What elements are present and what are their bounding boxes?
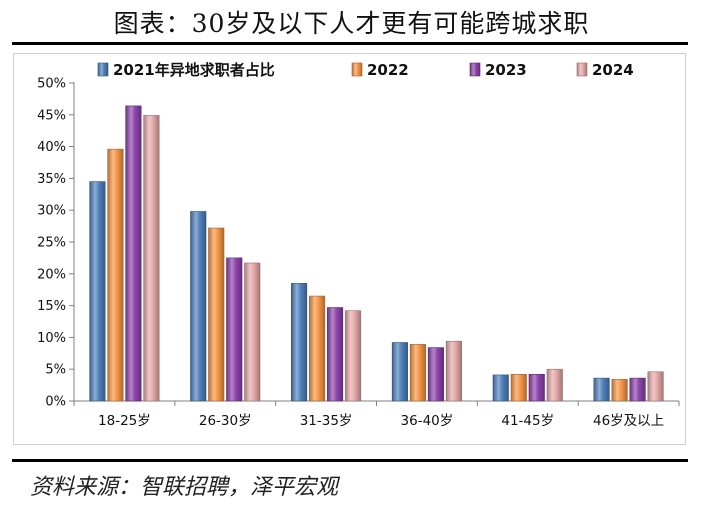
x-tick-label: 41-45岁 — [501, 413, 554, 429]
legend-swatch — [351, 62, 363, 77]
bar — [208, 227, 225, 402]
y-tick-label: 0% — [45, 395, 66, 410]
y-tick-label: 30% — [37, 204, 66, 219]
bar — [409, 344, 426, 402]
legend-label: 2024 — [592, 61, 634, 79]
bar — [89, 181, 106, 402]
y-tick-label: 50% — [37, 77, 66, 92]
legend-label: 2022 — [367, 61, 409, 79]
bar — [445, 340, 462, 402]
chart-frame: 0% 5% 10% 15% 20% 25% 30% 35% 40% 45% 50% 18-25岁 26-… — [13, 53, 686, 445]
bar — [647, 371, 664, 402]
x-tick-label: 31-35岁 — [300, 413, 353, 429]
bar — [593, 377, 610, 402]
x-tick-label: 46岁及以上 — [593, 413, 664, 429]
y-tick-label: 35% — [37, 172, 66, 187]
legend-label: 2021年异地求职者占比 — [113, 61, 275, 79]
x-tick-label: 26-30岁 — [199, 413, 252, 429]
y-tick-label: 20% — [37, 267, 66, 282]
bar — [226, 257, 243, 402]
y-tick-label: 45% — [37, 108, 66, 123]
x-tick-label: 18-25岁 — [98, 413, 151, 429]
y-tick-label: 40% — [37, 140, 66, 155]
bar — [629, 377, 646, 402]
bar — [107, 148, 124, 402]
y-tick-label: 10% — [37, 331, 66, 346]
y-tick-label: 25% — [37, 236, 66, 251]
bar — [125, 105, 142, 402]
chart-axes: 0% 5% 10% 15% 20% 25% 30% 35% 40% 45% 50% 18-25岁 26-… — [37, 77, 680, 429]
bar — [510, 373, 527, 402]
y-tick-label: 15% — [37, 299, 66, 314]
chart-legend: 2021年异地求职者占比 2022 2023 2024 — [97, 61, 634, 79]
bar — [492, 374, 509, 402]
bar — [611, 379, 628, 402]
bar — [546, 368, 563, 402]
x-tick-label: 36-40岁 — [401, 413, 454, 429]
bar — [244, 262, 261, 402]
legend-label: 2023 — [485, 61, 527, 79]
source-note: 资料来源：智联招聘，泽平宏观 — [30, 475, 339, 500]
bar — [190, 211, 207, 402]
bar — [291, 283, 308, 402]
legend-swatch — [576, 62, 588, 77]
legend-swatch — [469, 62, 481, 77]
chart-bars — [89, 105, 664, 402]
y-tick-label: 5% — [45, 363, 66, 378]
title-divider — [12, 42, 688, 45]
source-divider — [12, 459, 688, 462]
chart-title: 图表：30岁及以下人才更有可能跨城求职 — [113, 9, 590, 38]
bar — [143, 115, 160, 402]
bar-chart: 0% 5% 10% 15% 20% 25% 30% 35% 40% 45% 50% 18-25岁 26-… — [37, 61, 680, 429]
bar — [309, 295, 326, 402]
bar — [427, 347, 444, 402]
legend-swatch — [97, 62, 109, 77]
bar — [327, 307, 344, 402]
bar — [345, 310, 362, 402]
bar — [391, 342, 408, 402]
bar — [528, 373, 545, 402]
